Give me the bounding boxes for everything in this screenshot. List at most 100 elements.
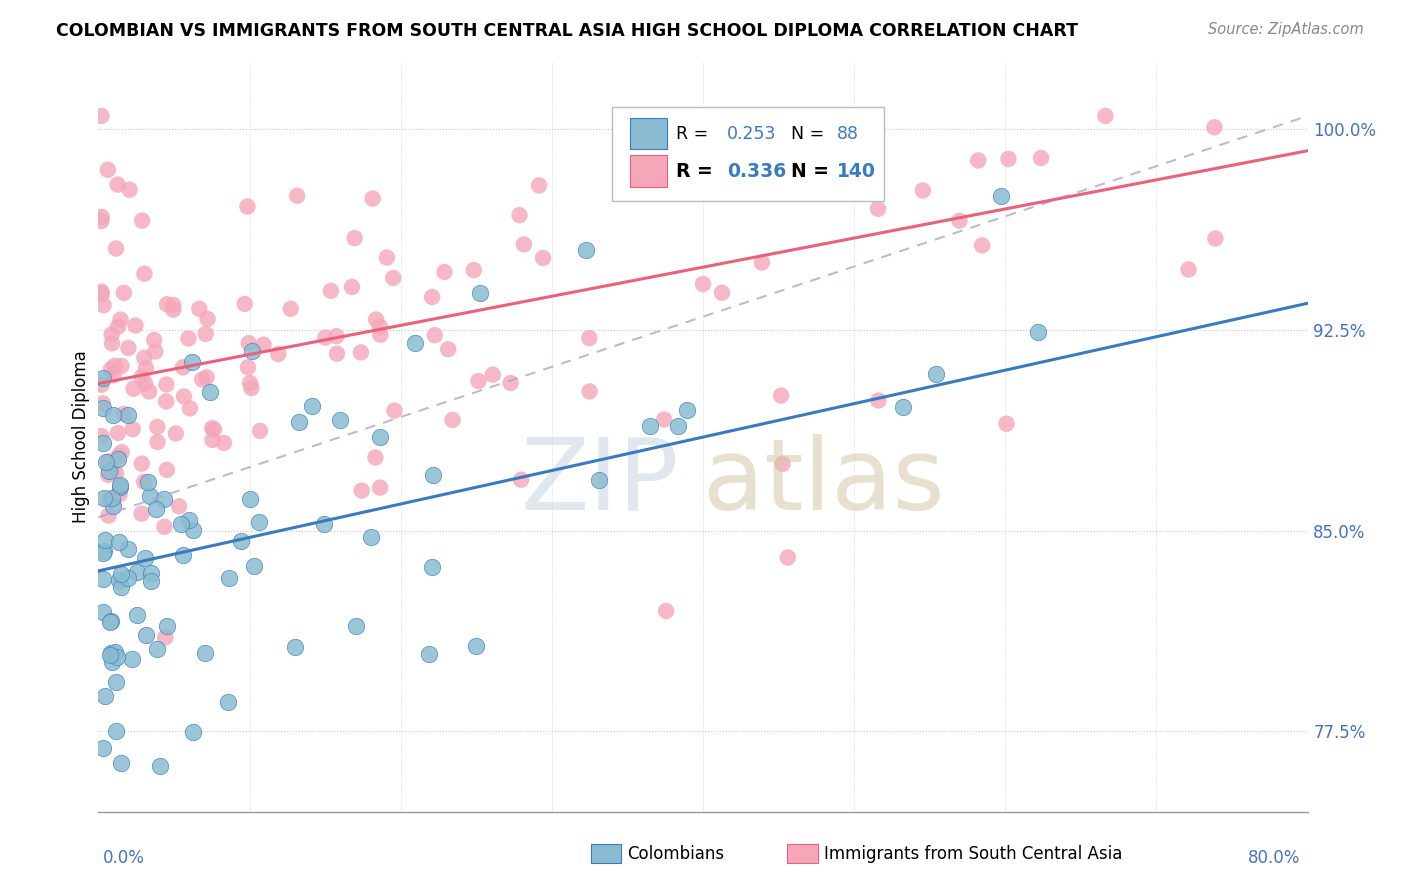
Point xyxy=(575,243,598,257)
Point xyxy=(94,455,117,469)
Text: 0.253: 0.253 xyxy=(727,125,776,143)
Point xyxy=(91,605,114,619)
Point xyxy=(104,675,127,690)
Point xyxy=(117,341,139,355)
Point xyxy=(995,417,1018,431)
Point xyxy=(97,467,120,482)
Point xyxy=(925,367,948,381)
Point xyxy=(997,152,1019,166)
Point xyxy=(239,376,262,390)
Point xyxy=(1177,262,1199,277)
Point xyxy=(218,695,240,709)
Point xyxy=(201,433,224,447)
Point xyxy=(103,499,125,513)
Point xyxy=(100,492,122,507)
Point xyxy=(146,642,169,657)
Text: N =: N = xyxy=(792,161,835,180)
Point xyxy=(107,178,129,192)
Point xyxy=(191,372,214,386)
Point xyxy=(108,487,131,501)
Point xyxy=(90,287,112,301)
Point xyxy=(652,412,675,426)
Point xyxy=(368,319,391,334)
Point xyxy=(93,491,115,506)
Point xyxy=(177,512,200,526)
Point xyxy=(94,533,117,548)
Point xyxy=(100,656,122,670)
Point xyxy=(110,312,132,326)
Point xyxy=(121,651,143,665)
Text: 0.0%: 0.0% xyxy=(103,849,145,867)
FancyBboxPatch shape xyxy=(613,107,884,201)
Point xyxy=(98,648,121,662)
Point xyxy=(127,565,149,579)
Point xyxy=(382,271,405,285)
Y-axis label: High School Diploma: High School Diploma xyxy=(72,351,90,524)
Point xyxy=(100,614,122,628)
Point xyxy=(280,301,302,316)
Text: COLOMBIAN VS IMMIGRANTS FROM SOUTH CENTRAL ASIA HIGH SCHOOL DIPLOMA CORRELATION : COLOMBIAN VS IMMIGRANTS FROM SOUTH CENTR… xyxy=(56,22,1078,40)
Point xyxy=(134,351,156,365)
Point xyxy=(218,571,240,585)
Point xyxy=(233,297,256,311)
Point xyxy=(90,429,112,443)
Text: R =: R = xyxy=(676,161,720,180)
Point xyxy=(423,328,446,343)
Point xyxy=(990,189,1012,203)
Point xyxy=(508,208,530,222)
Point xyxy=(146,435,169,450)
Point xyxy=(420,559,443,574)
Point xyxy=(97,454,120,468)
Text: Colombians: Colombians xyxy=(627,845,724,863)
Point xyxy=(153,520,176,534)
Point xyxy=(100,327,122,342)
Point xyxy=(110,756,132,770)
Point xyxy=(527,178,550,193)
Point xyxy=(239,491,262,506)
Point xyxy=(326,347,349,361)
Point xyxy=(90,109,112,123)
Point xyxy=(145,501,167,516)
Point xyxy=(201,421,224,435)
Text: R =: R = xyxy=(676,125,714,143)
Point xyxy=(131,370,153,384)
Point xyxy=(252,337,274,351)
Point xyxy=(135,628,157,642)
Point xyxy=(162,302,184,317)
Point xyxy=(692,277,714,291)
Point xyxy=(90,285,112,299)
Point xyxy=(188,301,211,316)
Point xyxy=(1204,231,1226,245)
Point xyxy=(112,285,135,300)
Text: 140: 140 xyxy=(837,161,876,180)
Point xyxy=(91,401,114,416)
Point xyxy=(134,376,156,391)
Point xyxy=(531,251,554,265)
Point xyxy=(314,330,336,344)
Point xyxy=(105,242,128,256)
Point xyxy=(110,567,132,582)
Point xyxy=(212,436,235,450)
Point xyxy=(107,449,129,463)
Point xyxy=(124,318,146,333)
Point xyxy=(156,297,179,311)
Point xyxy=(343,231,366,245)
Point xyxy=(441,413,464,427)
Point xyxy=(117,408,139,422)
Point xyxy=(1094,109,1116,123)
Point xyxy=(172,360,194,375)
Point xyxy=(127,608,149,623)
Point xyxy=(202,423,225,437)
Point xyxy=(588,473,610,487)
Point xyxy=(249,424,271,438)
Point xyxy=(772,457,794,471)
Point xyxy=(242,344,264,359)
Text: ZIP: ZIP xyxy=(520,434,679,531)
Point xyxy=(108,478,131,492)
Point xyxy=(481,368,503,382)
Point xyxy=(666,419,689,434)
Point xyxy=(93,298,115,312)
Point xyxy=(751,255,773,269)
Point xyxy=(197,312,219,326)
Point xyxy=(110,580,132,594)
